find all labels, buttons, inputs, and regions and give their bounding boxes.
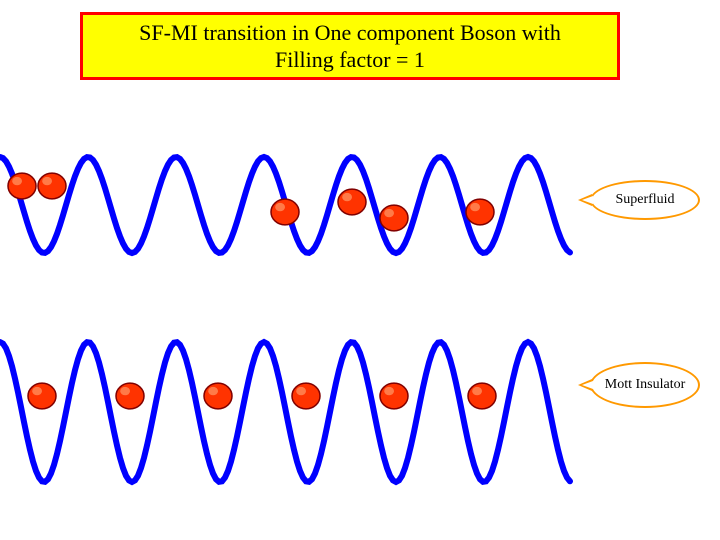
title-line-2: Filling factor = 1: [275, 46, 425, 74]
particle: [380, 383, 408, 409]
particle: [28, 383, 56, 409]
mott-insulator-lattice: [0, 340, 570, 510]
particle: [8, 173, 36, 199]
title-box: SF-MI transition in One component Boson …: [80, 12, 620, 80]
superfluid-callout: Superfluid: [590, 180, 700, 220]
particle: [380, 205, 408, 231]
particle: [466, 199, 494, 225]
title-line-1: SF-MI transition in One component Boson …: [139, 19, 561, 47]
particle: [204, 383, 232, 409]
particle: [292, 383, 320, 409]
particle: [271, 199, 299, 225]
lattice-wave: [0, 342, 570, 482]
particle: [468, 383, 496, 409]
superfluid-label: Superfluid: [615, 192, 674, 208]
superfluid-lattice: [0, 150, 570, 270]
particle: [38, 173, 66, 199]
mott-insulator-label: Mott Insulator: [605, 377, 686, 393]
particle: [116, 383, 144, 409]
mott-insulator-callout: Mott Insulator: [590, 362, 700, 408]
particle: [338, 189, 366, 215]
